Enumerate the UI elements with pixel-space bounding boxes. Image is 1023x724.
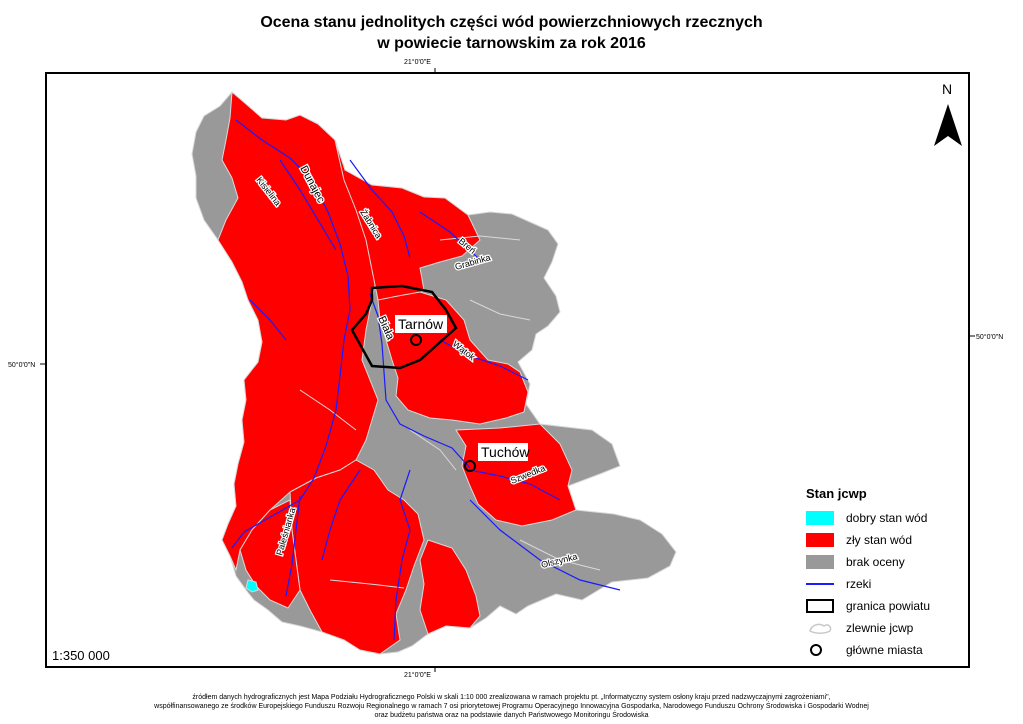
north-arrow: N (934, 81, 962, 146)
legend-item-brak: brak oceny (806, 551, 966, 573)
river-dunajec (231, 119, 351, 549)
coord-top: 21°0'0"E (404, 59, 431, 66)
legend-label-granica: granica powiatu (846, 599, 931, 613)
catchment-lines (299, 235, 601, 589)
legend-item-rzeki: rzeki (806, 573, 966, 595)
tarnow-city-border (350, 284, 458, 370)
map-title-line2: w powiecie tarnowskim za rok 2016 (377, 35, 646, 52)
legend-item-dobry: dobry stan wód (806, 507, 966, 529)
region-zly-stan-southeast (419, 539, 481, 635)
city-label-tuchow: Tuchów (481, 444, 530, 460)
city-label-tarnow: Tarnów (398, 316, 444, 332)
legend-label-brak: brak oceny (846, 555, 905, 569)
legend-label-zly: zły stan wód (846, 533, 913, 547)
footer-line1: źródłem danych hydrograficznych jest Map… (192, 694, 831, 701)
region-zly-stan-north (334, 139, 481, 305)
coord-right: 50°0'0"N (976, 334, 1004, 341)
legend-item-zly: zły stan wód (806, 529, 966, 551)
region-dobry-stan (245, 579, 259, 593)
legend-title: Stan jcwp (806, 486, 867, 501)
river-network (231, 119, 621, 641)
city-marker-tarnow (410, 334, 422, 346)
legend-swatch-zly (806, 533, 834, 547)
region-zly-stan-south (289, 459, 425, 655)
river-biala (369, 293, 471, 469)
legend-item-granica: granica powiatu (806, 595, 966, 617)
legend-item-zlewnie: zlewnie jcwp (806, 617, 966, 639)
legend-label-zlewnie: zlewnie jcwp (846, 621, 914, 635)
legend-label-dobry: dobry stan wód (846, 511, 928, 525)
scale-label: 1:350 000 (52, 648, 110, 663)
map-title-line1: Ocena stanu jednolitych części wód powie… (260, 14, 763, 31)
legend-swatch-granica (806, 599, 834, 613)
legend-swatch-dobry (806, 511, 834, 525)
legend-label-miasta: główne miasta (846, 643, 923, 657)
legend-swatch-brak (806, 555, 834, 569)
city-marker-tuchow (464, 460, 476, 472)
footer-line2: współfinansowanego ze środków Europejski… (154, 703, 869, 710)
legend-swatch-rzeki (806, 583, 834, 585)
legend-label-rzeki: rzeki (846, 577, 872, 591)
legend-swatch-zlewnie (809, 623, 832, 634)
map-title: Ocena stanu jednolitych części wód powie… (0, 12, 1023, 54)
north-label: N (942, 81, 952, 97)
footer-line3: oraz budżetu państwa oraz na podstawie d… (374, 712, 649, 719)
legend-swatch-miasta (810, 644, 822, 656)
coord-bottom: 21°0'0"E (404, 672, 431, 679)
legend-item-miasta: główne miasta (806, 639, 966, 661)
legend: Stan jcwp dobry stan wód zły stan wód br… (806, 486, 966, 661)
coord-left: 50°0'0"N (8, 362, 36, 369)
footer-source: źródłem danych hydrograficznych jest Map… (0, 693, 1023, 720)
